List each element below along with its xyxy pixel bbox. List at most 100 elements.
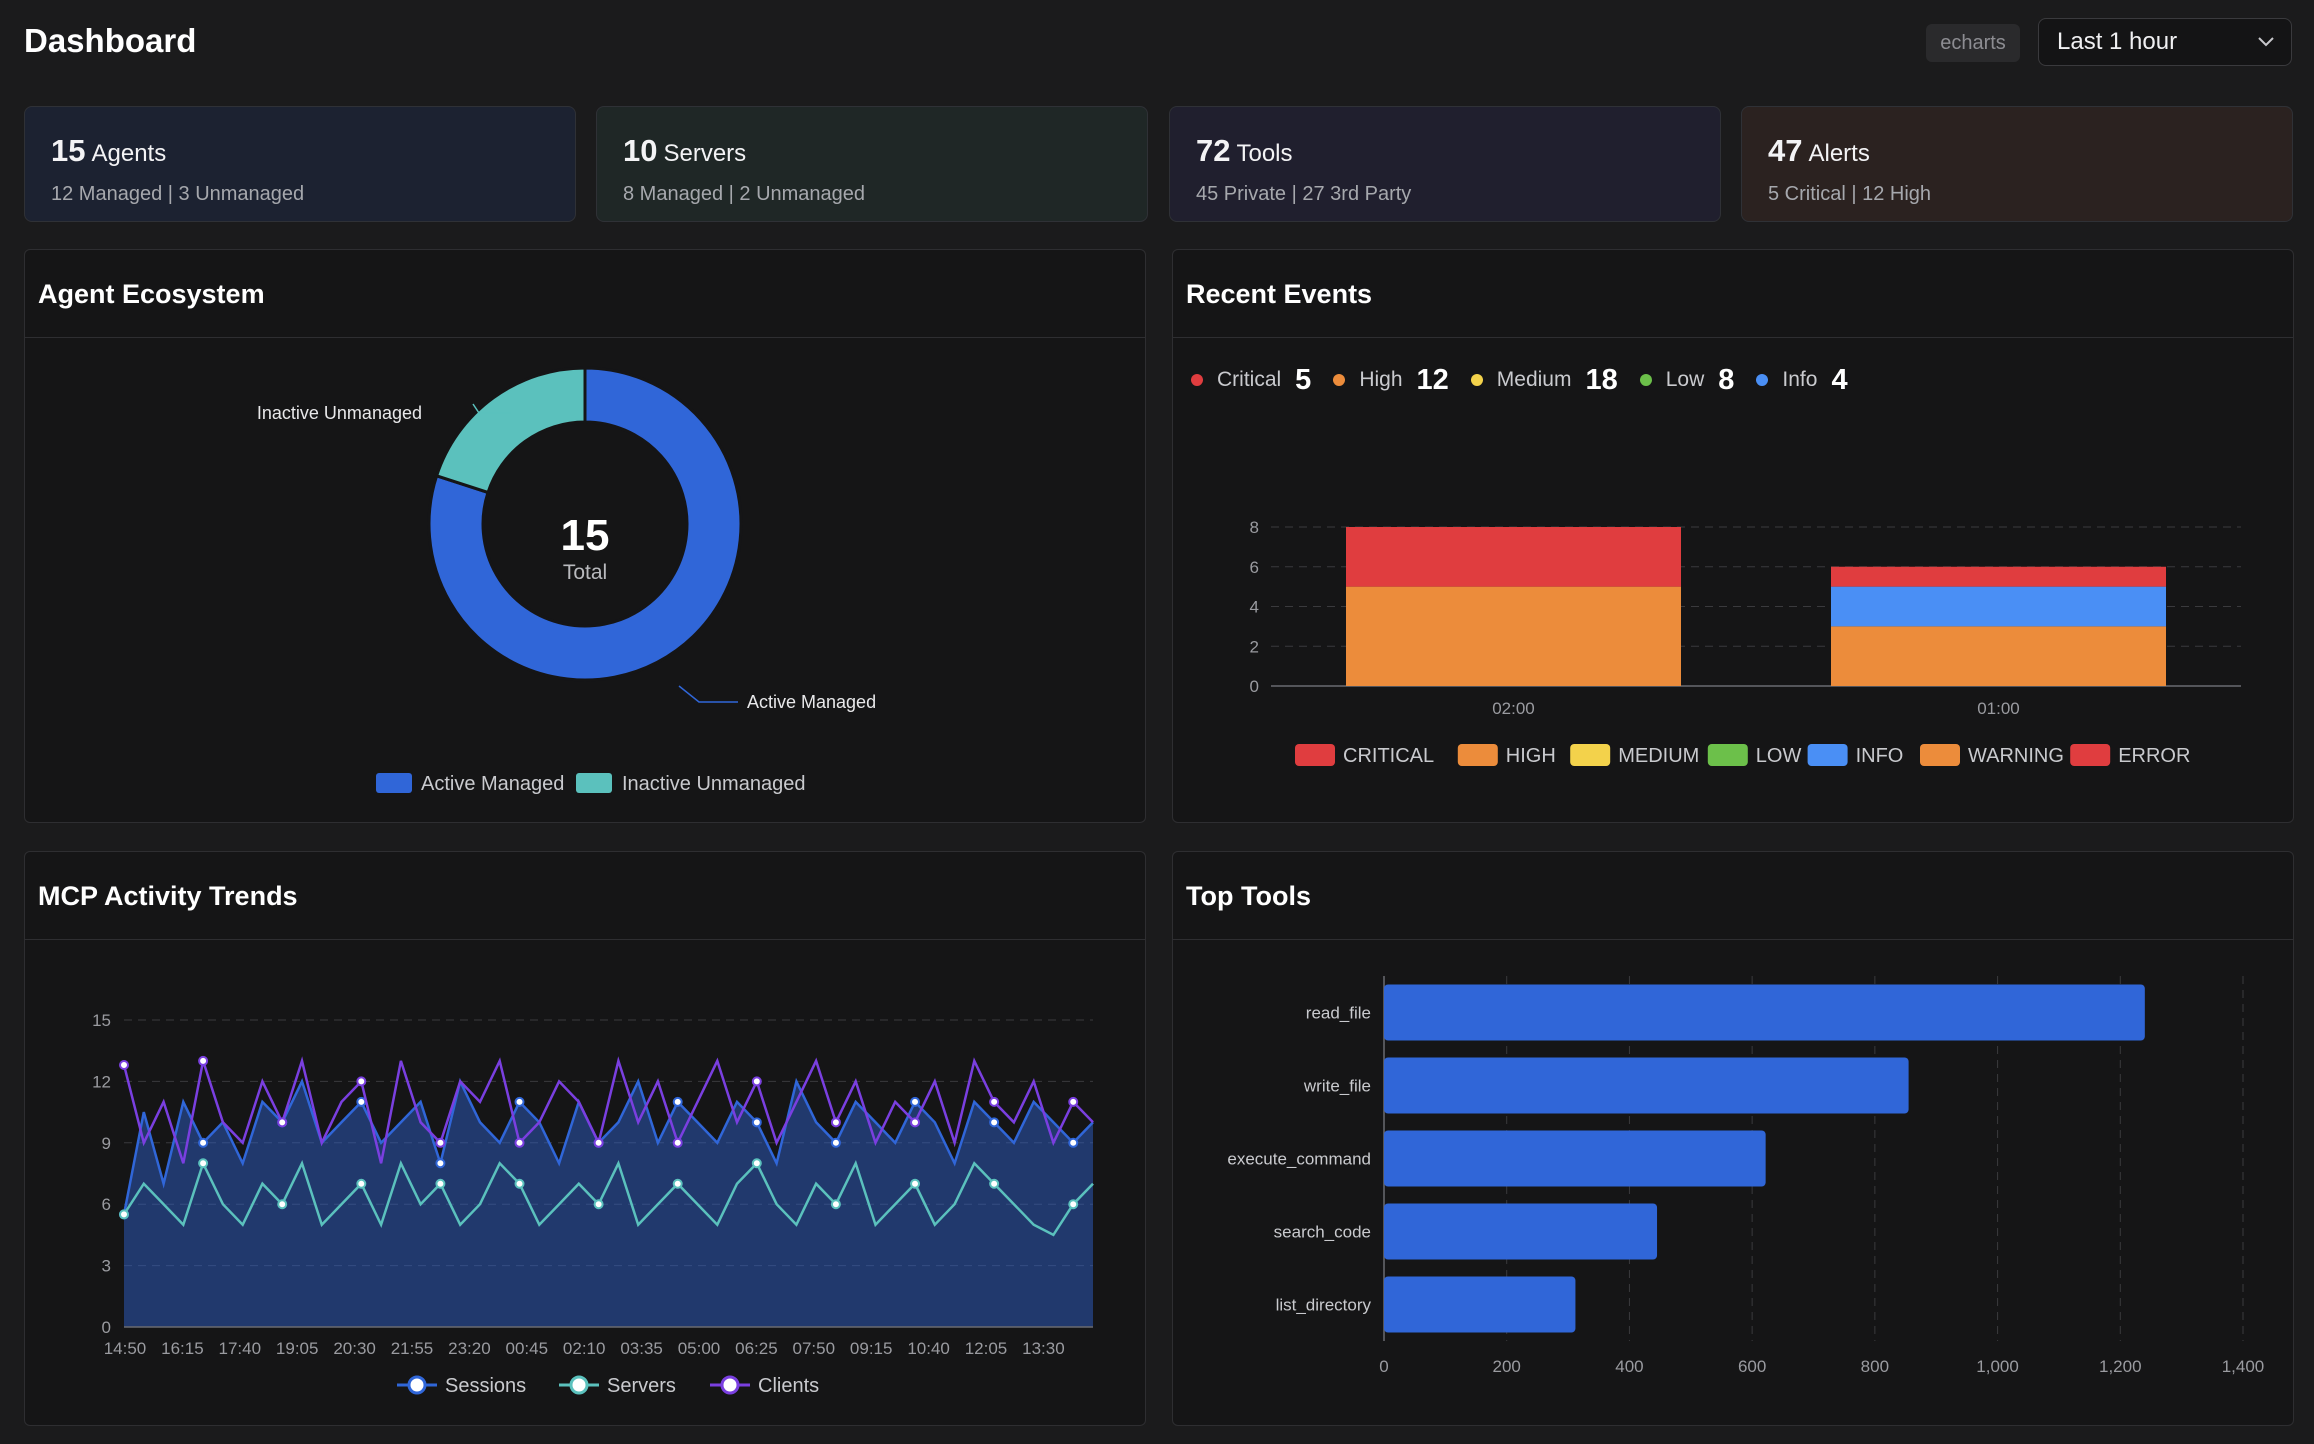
legend-label-critical[interactable]: CRITICAL [1343,745,1434,767]
severity-count: 4 [1831,363,1848,396]
donut-center-value: 15 [561,511,610,560]
time-range-select[interactable]: Last 1 hour [2038,18,2292,66]
legend-marker-sessions[interactable] [407,1375,427,1395]
point-servers[interactable] [1068,1199,1079,1210]
point-sessions[interactable] [514,1096,525,1107]
point-clients[interactable] [910,1117,921,1128]
legend-label-clients[interactable]: Clients [758,1375,819,1397]
stat-card-alerts[interactable]: 47 Alerts 5 Critical | 12 High [1741,106,2293,222]
point-clients[interactable] [830,1117,841,1128]
point-sessions[interactable] [989,1117,1000,1128]
legend-swatch-error[interactable] [2070,744,2111,766]
point-clients[interactable] [514,1137,525,1148]
point-sessions[interactable] [672,1096,683,1107]
tool-bar-list-directory[interactable] [1384,1276,1576,1333]
severity-high[interactable]: High 12 [1333,364,1449,397]
legend-swatch-inactive-unmanaged[interactable] [576,773,612,793]
point-clients[interactable] [751,1076,762,1087]
point-servers[interactable] [198,1158,209,1169]
tool-bar-execute-command[interactable] [1384,1130,1766,1187]
bar-segment-info[interactable] [1831,586,2166,627]
point-servers[interactable] [830,1199,841,1210]
legend-label-sessions[interactable]: Sessions [445,1375,526,1397]
point-servers[interactable] [356,1178,367,1189]
stat-card-servers[interactable]: 10 Servers 8 Managed | 2 Unmanaged [596,106,1148,222]
legend-label-inactive-unmanaged[interactable]: Inactive Unmanaged [622,773,805,795]
point-clients[interactable] [435,1137,446,1148]
point-clients[interactable] [989,1096,1000,1107]
legend-label-low[interactable]: LOW [1756,745,1802,767]
legend-swatch-medium[interactable] [1570,744,1611,766]
point-clients[interactable] [1068,1096,1079,1107]
severity-info[interactable]: Info 4 [1756,363,1848,397]
legend-label-servers[interactable]: Servers [607,1375,676,1397]
point-servers[interactable] [277,1199,288,1210]
legend-swatch-low[interactable] [1707,744,1748,766]
legend-label-error[interactable]: ERROR [2118,745,2190,767]
point-servers[interactable] [514,1178,525,1189]
severity-low[interactable]: Low 8 [1639,363,1735,397]
legend-swatch-info[interactable] [1807,744,1848,766]
legend-marker-servers[interactable] [569,1375,589,1395]
bar-segment-error[interactable] [1831,566,2166,587]
tool-bar-write-file[interactable] [1384,1057,1909,1114]
legend-marker-clients[interactable] [720,1375,740,1395]
severity-medium[interactable]: Medium 18 [1470,363,1618,397]
x-tick-label: 1,200 [2099,1357,2142,1376]
severity-label: Critical [1217,368,1282,391]
x-tick-label: 600 [1738,1357,1766,1376]
point-servers[interactable] [989,1178,1000,1189]
point-clients[interactable] [198,1055,209,1066]
stat-label: Alerts [1808,140,1870,167]
point-sessions[interactable] [830,1137,841,1148]
x-tick-label: 10:40 [907,1339,950,1358]
y-tick-label: 3 [102,1257,111,1276]
legend-label-medium[interactable]: MEDIUM [1618,745,1699,767]
point-clients[interactable] [593,1137,604,1148]
point-sessions[interactable] [751,1117,762,1128]
point-sessions[interactable] [356,1096,367,1107]
tool-bar-read-file[interactable] [1384,984,2145,1041]
point-servers[interactable] [119,1209,129,1220]
bar-segment-high[interactable] [1831,626,2166,686]
bar-segment-high[interactable] [1346,586,1681,686]
point-sessions[interactable] [435,1158,446,1169]
x-tick-label: 05:00 [678,1339,721,1358]
point-servers[interactable] [910,1178,921,1189]
point-clients[interactable] [277,1117,288,1128]
point-clients[interactable] [119,1060,129,1071]
legend-swatch-critical[interactable] [1295,744,1335,766]
stat-main: 10 Servers [623,133,1121,169]
stat-number: 10 [623,133,658,168]
legend-swatch-warning[interactable] [1920,744,1960,766]
series-line-clients[interactable] [122,1056,1094,1164]
legend-label-info[interactable]: INFO [1856,745,1904,767]
legend-label-high[interactable]: HIGH [1506,745,1556,767]
series-line-servers[interactable] [122,1159,1094,1237]
stat-card-tools[interactable]: 72 Tools 45 Private | 27 3rd Party [1169,106,1721,222]
point-servers[interactable] [435,1178,446,1189]
point-clients[interactable] [672,1137,683,1148]
legend-label-warning[interactable]: WARNING [1968,745,2064,767]
severity-count: 18 [1585,363,1618,396]
tool-bar-search-code[interactable] [1384,1203,1658,1260]
legend-swatch-high[interactable] [1457,744,1498,766]
point-servers[interactable] [672,1178,683,1189]
point-sessions[interactable] [198,1137,209,1148]
stat-card-agents[interactable]: 15 Agents 12 Managed | 3 Unmanaged [24,106,576,222]
point-servers[interactable] [751,1158,762,1169]
donut-center-label: Total [563,561,607,584]
point-servers[interactable] [593,1199,604,1210]
bar-segment-error[interactable] [1346,527,1681,587]
point-clients[interactable] [356,1076,367,1087]
donut-slice-inactive-unmanaged[interactable] [434,366,587,495]
legend-label-active-managed[interactable]: Active Managed [421,773,564,795]
point-sessions[interactable] [910,1096,921,1107]
severity-critical[interactable]: Critical 5 [1191,364,1311,397]
severity-count: 8 [1718,363,1735,396]
point-sessions[interactable] [1068,1137,1079,1148]
donut-slice-active-managed[interactable] [427,366,743,682]
stat-main: 15 Agents [51,133,549,169]
dot-icon [1639,374,1652,386]
legend-swatch-active-managed[interactable] [376,773,412,793]
